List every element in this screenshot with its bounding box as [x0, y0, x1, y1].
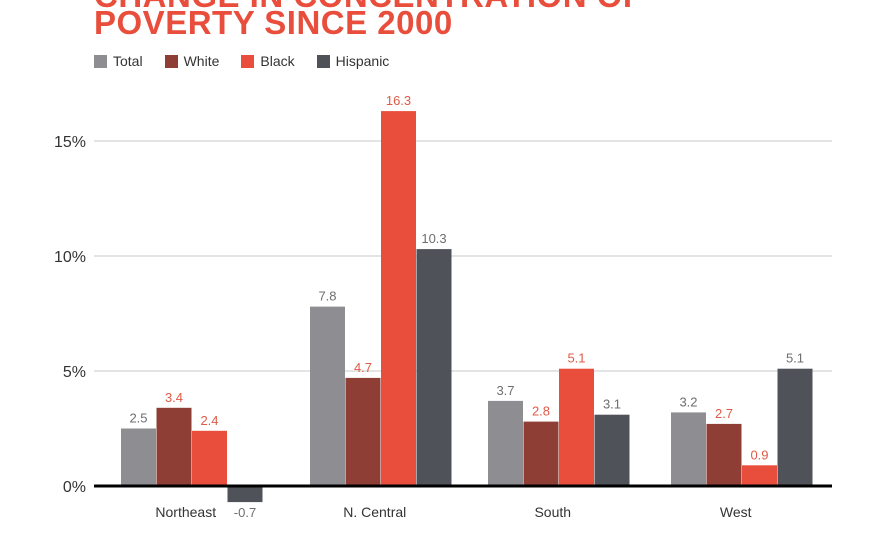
bar-black-northeast	[192, 430, 227, 486]
legend-label-total: Total	[113, 53, 143, 69]
legend-swatch-black	[241, 54, 255, 68]
legend-swatch-total	[94, 54, 107, 68]
legend-item-white: White	[164, 53, 220, 69]
bar-hispanic-n-central	[416, 249, 452, 486]
data-label-white-west: 2.7	[715, 406, 733, 421]
data-label-hispanic-south: 3.1	[603, 397, 621, 412]
legend-swatch-hispanic	[316, 54, 330, 68]
data-label-black-northeast: 2.4	[200, 413, 218, 428]
data-label-black-west: 0.9	[750, 447, 768, 462]
bar-white-northeast	[156, 407, 192, 486]
chart-title-line-1: CHANGE IN CONCENTRATION OF	[94, 0, 644, 14]
data-label-hispanic-west: 5.1	[786, 351, 804, 366]
legend-swatch-white	[164, 54, 178, 68]
chart-title-line-2: POVERTY SINCE 2000	[94, 4, 453, 41]
bar-total-northeast	[121, 428, 156, 486]
bar-hispanic-south	[594, 414, 630, 486]
data-label-black-south: 5.1	[567, 351, 585, 366]
data-label-white-northeast: 3.4	[165, 390, 183, 405]
category-label-n-central: N. Central	[343, 504, 406, 520]
data-label-total-northeast: 2.5	[129, 411, 147, 426]
category-label-west: West	[720, 504, 752, 520]
data-label-total-south: 3.7	[496, 383, 514, 398]
data-label-black-n-central: 16.3	[386, 93, 411, 108]
data-label-white-south: 2.8	[532, 404, 550, 419]
legend-label-black: Black	[260, 53, 295, 69]
bar-hispanic-northeast	[227, 486, 263, 503]
category-label-northeast: Northeast	[155, 504, 216, 520]
legend: Total White Black Hispanic	[94, 53, 389, 69]
category-label-south: South	[534, 504, 571, 520]
bar-black-west	[742, 465, 777, 486]
data-label-white-n-central: 4.7	[354, 360, 372, 375]
data-label-total-west: 3.2	[679, 394, 697, 409]
bar-black-n-central	[381, 111, 416, 486]
legend-item-black: Black	[241, 53, 295, 69]
y-tick-label-10: 10%	[54, 249, 86, 266]
y-tick-label-15: 15%	[54, 134, 86, 151]
legend-label-hispanic: Hispanic	[335, 53, 390, 69]
bar-white-west	[706, 423, 742, 486]
legend-label-white: White	[183, 53, 220, 69]
y-tick-label-0: 0%	[63, 479, 86, 496]
y-tick-label-5: 5%	[63, 364, 86, 381]
legend-item-hispanic: Hispanic	[316, 53, 390, 69]
data-label-hispanic-northeast: -0.7	[234, 505, 256, 520]
bar-white-n-central	[345, 377, 381, 486]
bar-total-west	[671, 412, 706, 486]
data-label-hispanic-n-central: 10.3	[421, 231, 446, 246]
bar-hispanic-west	[777, 368, 813, 486]
bar-total-n-central	[310, 306, 345, 486]
data-label-total-n-central: 7.8	[318, 289, 336, 304]
bar-white-south	[523, 421, 559, 486]
bar-black-south	[559, 368, 594, 486]
legend-item-total: Total	[94, 53, 143, 69]
bar-total-south	[488, 400, 523, 486]
